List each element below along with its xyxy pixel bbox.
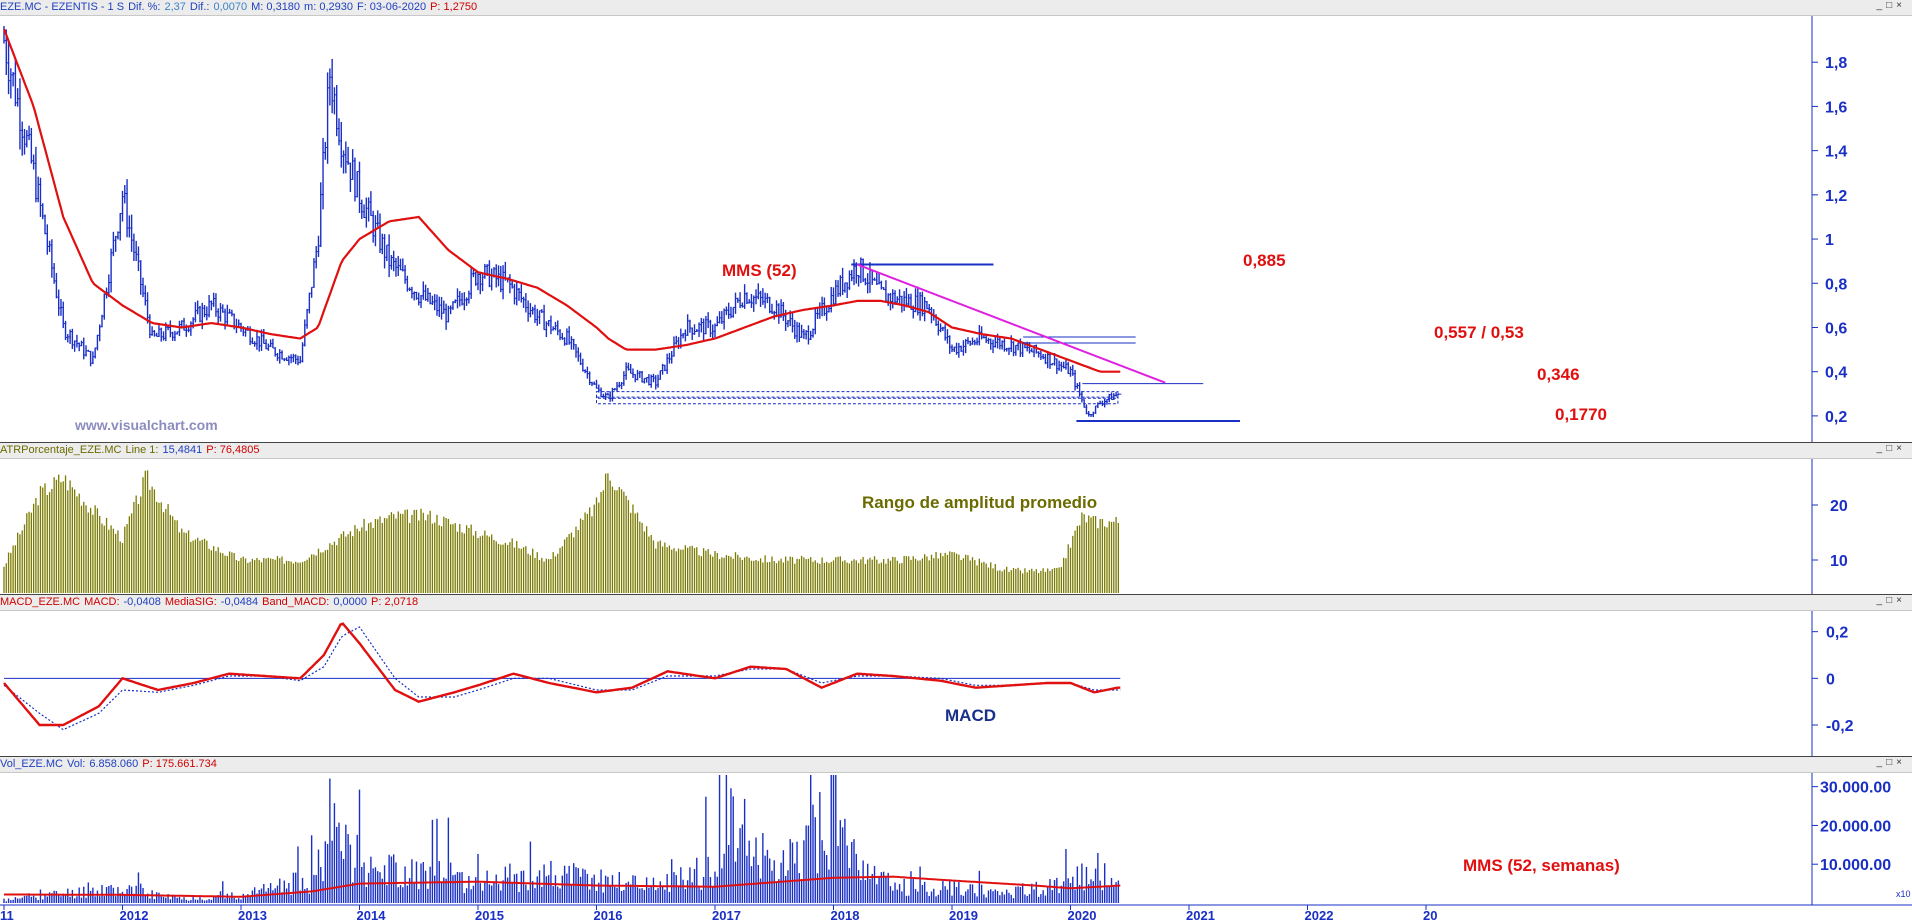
x-tick-label: 11 bbox=[0, 908, 14, 922]
watermark: www.visualchart.com bbox=[74, 417, 218, 433]
x-tick-label: 20 bbox=[1423, 908, 1437, 922]
vol-mms52-line bbox=[4, 875, 1121, 898]
window-buttons[interactable]: _□× bbox=[1876, 595, 1906, 606]
price-header-item: F: 03-06-2020 bbox=[356, 1, 427, 13]
macd-signal-line bbox=[3, 626, 1121, 731]
atr-title: Rango de amplitud promedio bbox=[862, 493, 1097, 512]
atr-panel: ATRPorcentaje_EZE.MC Line 1: 15,4841 P: 76,… bbox=[0, 443, 1912, 594]
macd-header-item: -0,0408 bbox=[123, 596, 161, 608]
macd-header-item: -0,0484 bbox=[220, 596, 259, 608]
macd-panel: MACD_EZE.MC MACD: -0,0408 MediaSIG: -0,0484 B… bbox=[0, 595, 1912, 756]
vol-title: MMS (52, semanas) bbox=[1463, 856, 1620, 875]
price-header-item: 2,37 bbox=[164, 1, 186, 13]
macd-header-item: P: 2,0718 bbox=[371, 596, 419, 608]
atr-panel-header: ATRPorcentaje_EZE.MC Line 1: 15,4841 P: 76,… bbox=[0, 443, 1912, 459]
vol-header-item: P: 175.661.734 bbox=[142, 758, 217, 770]
x-tick-label: 2016 bbox=[594, 908, 623, 922]
price-y-tick-label: 0,8 bbox=[1825, 276, 1847, 293]
volume-chart: 30.000.00 20.000.00 10.000.00 x10 MMS (52, s… bbox=[0, 773, 1912, 922]
price-header-item: 0,0070 bbox=[213, 1, 248, 13]
price-header-item: M: 0,3180 bbox=[251, 1, 301, 13]
vol-y-tick-label: 30.000.00 bbox=[1820, 780, 1891, 797]
atr-y-tick-label: 10 bbox=[1830, 553, 1848, 570]
macd-header-item: Band_MACD: bbox=[262, 596, 330, 608]
mms52-line bbox=[2, 28, 1121, 373]
atr-header-item: ATRPorcentaje_EZE.MC bbox=[0, 444, 122, 456]
macd-header-item: MACD_EZE.MC bbox=[0, 596, 81, 608]
level-0346-label: 0,346 bbox=[1537, 365, 1580, 384]
macd-header-item: 0,0000 bbox=[333, 596, 368, 608]
support-zone-upper bbox=[596, 391, 1119, 399]
x-tick-label: 2015 bbox=[475, 908, 504, 922]
price-header-item: EZE.MC - EZENTIS - 1 S bbox=[0, 1, 125, 13]
x-tick-label: 2014 bbox=[357, 908, 387, 922]
vol-header-item: Vol_EZE.MC bbox=[0, 758, 63, 770]
atr-header-item: 15,4841 bbox=[162, 444, 203, 456]
price-panel-header: EZE.MC - EZENTIS - 1 S Dif. %: 2,37 Dif.: 0,… bbox=[0, 0, 1912, 16]
window-buttons[interactable]: _□× bbox=[1876, 0, 1906, 11]
macd-chart: 0,2 0 -0,2 MACD bbox=[3, 611, 1854, 756]
vol-header-item: Vol: bbox=[66, 758, 86, 770]
price-y-tick-label: 0,4 bbox=[1825, 365, 1847, 382]
macd-y-tick-label: 0,2 bbox=[1826, 625, 1848, 642]
level-0177-label: 0,1770 bbox=[1555, 405, 1607, 424]
macd-panel-header: MACD_EZE.MC MACD: -0,0408 MediaSIG: -0,0484 B… bbox=[0, 595, 1912, 611]
atr-header-item: P: 76,4805 bbox=[206, 444, 260, 456]
mms52-label: MMS (52) bbox=[722, 261, 797, 280]
macd-y-tick-label: 0 bbox=[1826, 671, 1835, 688]
level-0557-label: 0,557 / 0,53 bbox=[1434, 323, 1524, 342]
atr-header-item: Line 1: bbox=[125, 444, 159, 456]
window-buttons[interactable]: _□× bbox=[1876, 757, 1906, 768]
level-0885-label: 0,885 bbox=[1243, 251, 1286, 270]
x-tick-label: 2018 bbox=[831, 908, 860, 922]
macd-title: MACD bbox=[945, 706, 996, 725]
macd-header-item: MACD: bbox=[84, 596, 120, 608]
x-tick-label: 2019 bbox=[949, 908, 978, 922]
price-y-tick-label: 1,8 bbox=[1825, 55, 1847, 72]
volume-panel: Vol_EZE.MC Vol: 6.858.060 P: 175.661.734 _□… bbox=[0, 757, 1912, 922]
x-tick-label: 2012 bbox=[120, 908, 149, 922]
vol-y-tick-label: 20.000.00 bbox=[1820, 818, 1891, 835]
x-tick-label: 2022 bbox=[1305, 908, 1334, 922]
macd-y-tick-label: -0,2 bbox=[1826, 718, 1854, 735]
volume-panel-header: Vol_EZE.MC Vol: 6.858.060 P: 175.661.734 bbox=[0, 757, 1912, 773]
atr-y-tick-label: 20 bbox=[1830, 498, 1848, 515]
price-y-tick-label: 0,6 bbox=[1825, 320, 1847, 337]
price-y-tick-label: 1,4 bbox=[1825, 144, 1847, 161]
x-tick-label: 2013 bbox=[238, 908, 267, 922]
price-header-item: m: 0,2930 bbox=[304, 1, 353, 13]
price-header-item: Dif. %: bbox=[128, 1, 161, 13]
x-tick-label: 2020 bbox=[1068, 908, 1097, 922]
window-buttons[interactable]: _□× bbox=[1876, 443, 1906, 454]
price-y-tick-label: 1 bbox=[1825, 232, 1834, 249]
macd-line bbox=[3, 622, 1121, 727]
price-y-tick-label: 0,2 bbox=[1825, 409, 1847, 426]
price-y-tick-label: 1,6 bbox=[1825, 99, 1847, 116]
atr-chart: 20 10 Rango de amplitud promedio bbox=[3, 459, 1848, 594]
x-tick-label: 2021 bbox=[1186, 908, 1215, 922]
price-header-item: Dif.: bbox=[189, 1, 210, 13]
vol-scale-note: x10 bbox=[1896, 889, 1911, 899]
macd-header-item: MediaSIG: bbox=[164, 596, 217, 608]
vol-header-item: 6.858.060 bbox=[89, 758, 139, 770]
vol-y-tick-label: 10.000.00 bbox=[1820, 857, 1891, 874]
downtrend-line bbox=[856, 263, 1166, 384]
support-zone-lower bbox=[596, 396, 1119, 405]
x-tick-label: 2017 bbox=[712, 908, 741, 922]
price-header-item: P: 1,2750 bbox=[430, 1, 478, 13]
price-y-tick-label: 1,2 bbox=[1825, 188, 1847, 205]
price-panel: EZE.MC - EZENTIS - 1 S Dif. %: 2,37 Dif.: 0,… bbox=[0, 0, 1912, 442]
price-chart: 1,8 1,6 1,4 1,2 1 0,8 0,6 0,4 0,2 MMS (52) 0,885 0,… bbox=[2, 16, 1847, 442]
